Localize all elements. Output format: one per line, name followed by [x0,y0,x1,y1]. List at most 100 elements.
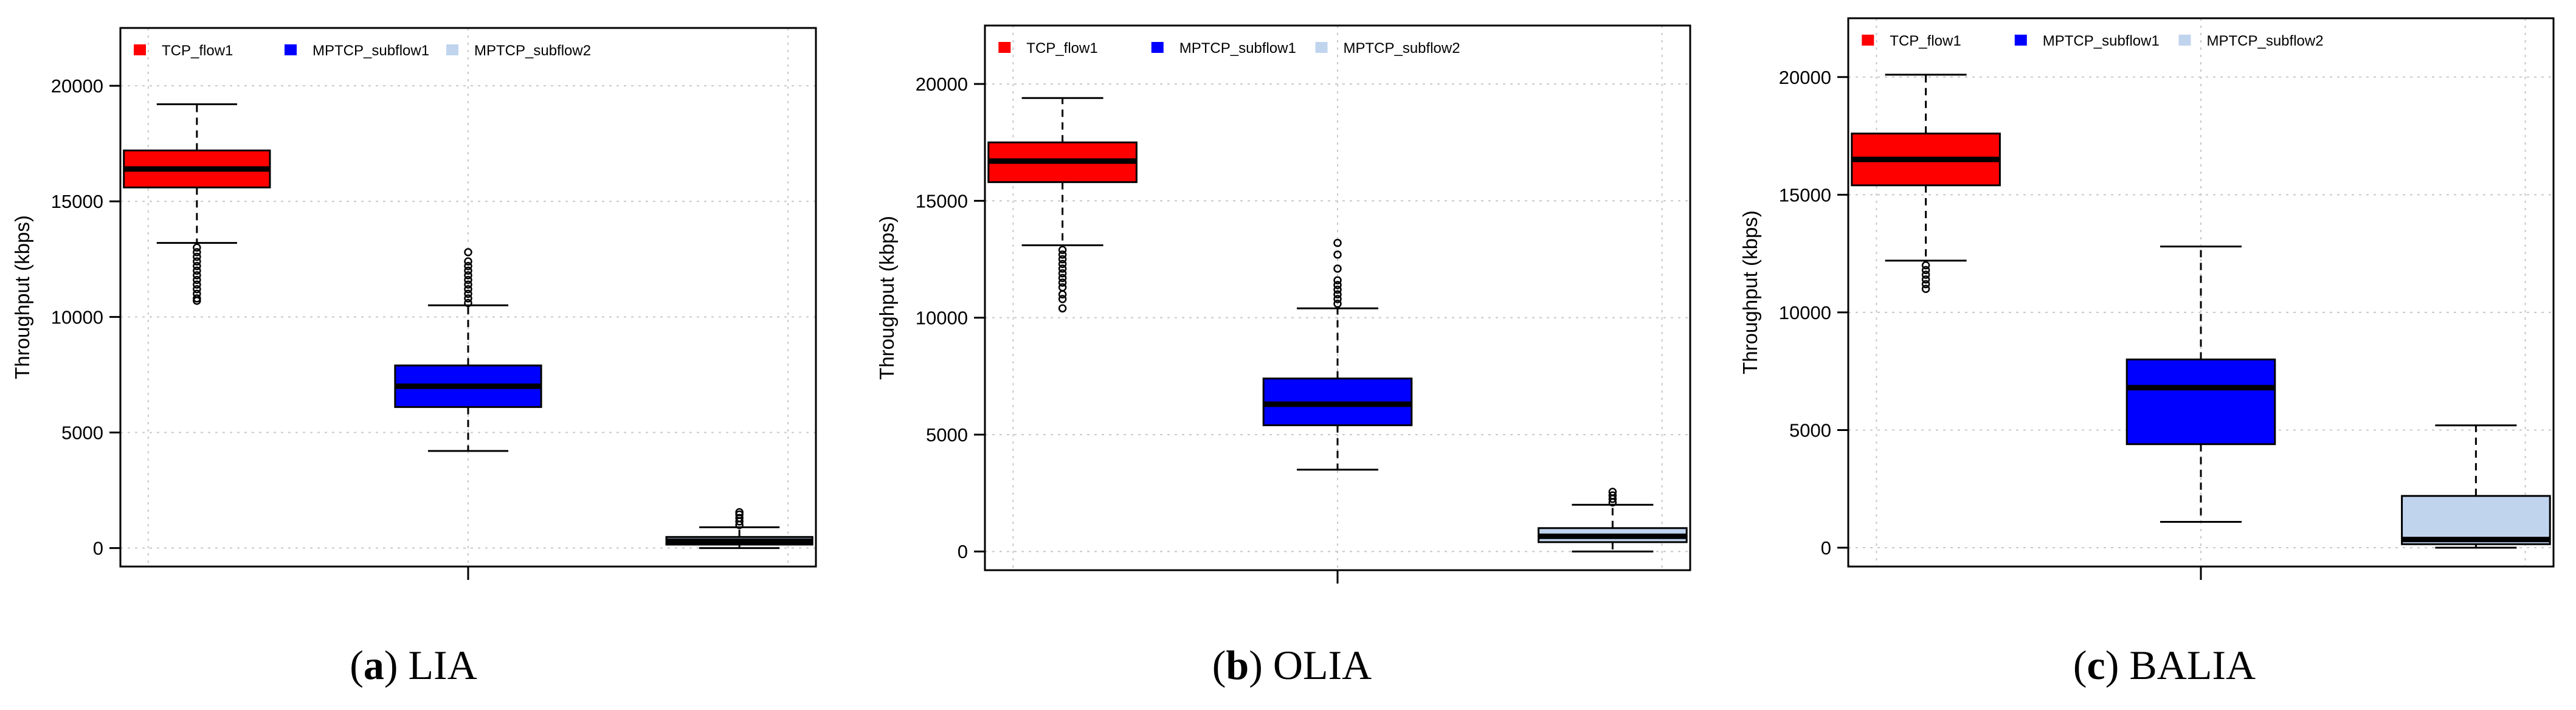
outlier-point [1333,295,1342,303]
outlier-point [193,275,201,284]
legend-label-tcp-flow1: TCP_flow1 [1890,33,1961,49]
outlier-point [1921,271,1930,279]
legend: TCP_flow1 MPTCP_subflow1 MPTCP_subflow2 [1862,33,2324,49]
outlier-point [1058,278,1067,287]
outlier-point [1333,264,1342,273]
y-axis: 0 5000 10000 15000 20000 [916,74,985,562]
panel-balia: 0 5000 10000 15000 20000 Throughput (kbps) TCP… [1739,17,2555,580]
legend-label-mptcp-subflow2: MPTCP_subflow2 [1343,40,1460,57]
panel-lia: 0 5000 10000 15000 20000 Throughput (kbps) TCP… [11,27,817,580]
caption-text: LIA [408,642,477,688]
outlier-point [464,261,472,271]
y-tick-label: 20000 [51,75,103,97]
legend-label-mptcp-subflow1: MPTCP_subflow1 [1179,40,1296,57]
outlier-point [1608,488,1617,496]
outlier-point [1333,290,1342,298]
outlier-point [193,266,201,275]
outlier-point [193,296,201,305]
outlier-point [193,284,201,294]
legend-swatch-tcp-flow1 [134,44,146,55]
y-tick-label: 15000 [51,191,103,212]
outlier-point [464,271,472,280]
caption-lia: (a) LIA [350,642,477,688]
y-axis-label: Throughput (kbps) [1739,210,1761,374]
outlier-point [1921,284,1930,293]
y-tick-label: 5000 [926,424,968,446]
outlier-point [735,508,744,517]
outlier-point [193,252,201,261]
outlier-point [1921,280,1930,289]
y-tick-label: 5000 [1789,419,1831,441]
y-tick-label: 5000 [61,422,103,443]
outlier-point [1058,264,1067,273]
outlier-point [1058,283,1067,292]
outlier-point [1333,285,1342,294]
y-tick-label: 10000 [1779,302,1831,323]
outlier-point [1058,246,1067,254]
legend-label-mptcp-subflow2: MPTCP_subflow2 [2206,33,2323,49]
legend-swatch-mptcp-subflow2 [446,44,458,55]
y-tick-label: 0 [93,538,103,559]
outlier-point [735,514,744,522]
y-tick-label: 20000 [916,74,968,95]
outlier-point [1921,275,1930,284]
box-tcp-flow1 [123,103,271,305]
outlier-point [464,294,472,303]
outlier-point [1333,238,1342,247]
legend-swatch-mptcp-subflow2 [2178,35,2191,46]
legend-swatch-tcp-flow1 [998,42,1011,53]
y-tick-label: 0 [1821,537,1831,559]
legend-swatch-mptcp-subflow1 [1151,42,1164,53]
outlier-point [1921,266,1930,274]
outlier-point [1333,281,1342,289]
outlier-point [1921,261,1930,270]
y-tick-label: 10000 [916,308,968,329]
outlier-point [1058,255,1067,264]
caption-letter: b [1226,642,1249,688]
y-axis-label: Throughput (kbps) [875,216,898,380]
box-tcp-flow1 [987,97,1138,313]
legend-label-mptcp-subflow1: MPTCP_subflow1 [313,43,429,59]
legend-swatch-tcp-flow1 [1862,35,1874,46]
outlier-point [1333,250,1342,259]
outlier-point [464,280,472,289]
panel-olia: 0 5000 10000 15000 20000 Throughput (kbps) TCP… [875,24,1691,584]
box-mptcp-subflow1 [1262,238,1413,471]
box-body [2401,495,2551,545]
outlier-point [1058,304,1067,313]
outlier-point [193,271,201,280]
legend-swatch-mptcp-subflow1 [2014,35,2027,46]
box-mptcp-subflow1 [394,248,542,452]
y-axis-label: Throughput (kbps) [11,215,33,379]
legend-label-tcp-flow1: TCP_flow1 [1026,40,1097,57]
legend-swatch-mptcp-subflow1 [285,44,297,55]
outlier-point [1058,260,1067,268]
y-tick-label: 0 [958,541,968,562]
y-tick-label: 15000 [1779,184,1831,205]
gridlines [120,28,816,567]
outlier-point [464,248,472,257]
y-tick-label: 10000 [51,306,103,328]
caption-balia: (c) BALIA [2073,642,2256,688]
outlier-point [193,257,201,266]
box-tcp-flow1 [1851,74,2001,293]
legend-label-mptcp-subflow1: MPTCP_subflow1 [2043,33,2160,49]
outlier-point [1608,491,1617,500]
outlier-point [464,284,472,294]
outlier-point [464,275,472,284]
caption-olia: (b) OLIA [1212,642,1372,688]
outlier-point [464,266,472,275]
outlier-point [193,248,201,257]
y-tick-label: 20000 [1779,67,1831,88]
y-axis: 0 5000 10000 15000 20000 [1779,67,1848,559]
outlier-point [1058,295,1067,303]
legend: TCP_flow1 MPTCP_subflow1 MPTCP_subflow2 [134,43,591,59]
legend-label-tcp-flow1: TCP_flow1 [162,43,233,59]
caption-letter: c [2087,642,2105,688]
caption-letter: a [363,642,384,688]
outlier-point [464,298,472,308]
legend-label-mptcp-subflow2: MPTCP_subflow2 [474,43,591,59]
legend: TCP_flow1 MPTCP_subflow1 MPTCP_subflow2 [998,40,1460,57]
box-mptcp-subflow1 [2125,246,2276,523]
